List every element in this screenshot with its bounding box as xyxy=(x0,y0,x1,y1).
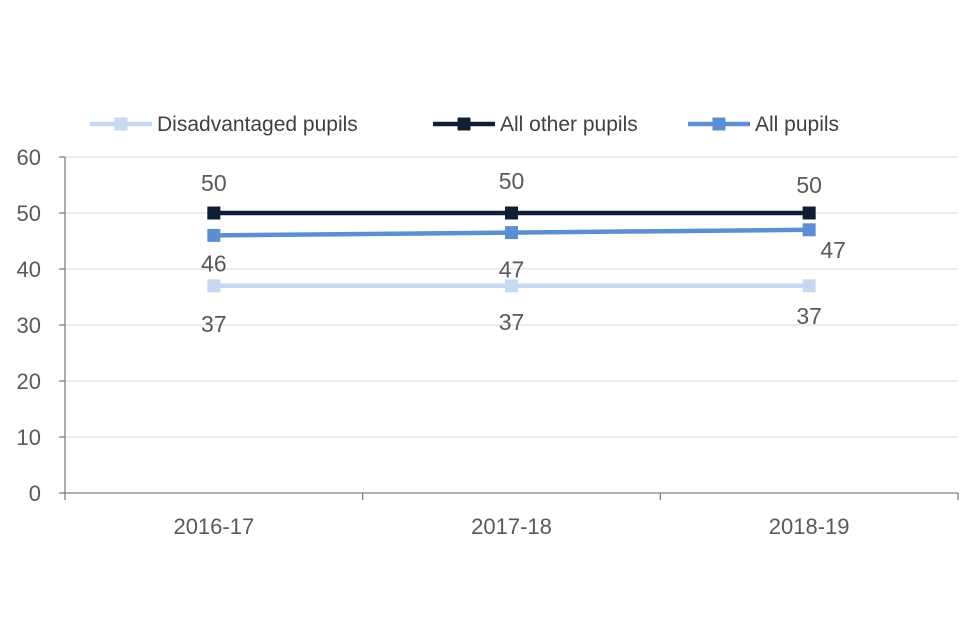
y-tick-label-50: 50 xyxy=(17,201,41,226)
marker-disadvantaged-pupils-2016-17 xyxy=(207,279,221,293)
y-tick-label-20: 20 xyxy=(17,369,41,394)
data-label-all-other-pupils-2017-18: 50 xyxy=(499,168,525,194)
legend-swatch-marker-all-other-pupils xyxy=(457,117,471,131)
data-label-all-other-pupils-2018-19: 50 xyxy=(796,172,822,198)
marker-all-other-pupils-2018-19 xyxy=(802,206,816,220)
legend-label-all-other-pupils: All other pupils xyxy=(500,113,638,136)
y-tick-label-60: 60 xyxy=(17,145,41,170)
x-tick-label-2018-19: 2018-19 xyxy=(769,514,850,539)
data-labels: 37 37 37 50 50 50 46 47 47 xyxy=(201,168,846,337)
data-label-all-other-pupils-2016-17: 50 xyxy=(201,170,227,196)
data-label-disadvantaged-pupils-2018-19: 37 xyxy=(796,303,822,329)
legend-label-all-pupils: All pupils xyxy=(755,113,839,136)
legend-item-all-pupils: All pupils xyxy=(688,113,839,136)
data-label-disadvantaged-pupils-2016-17: 37 xyxy=(201,311,227,337)
legend: Disadvantaged pupils All other pupils All … xyxy=(90,113,839,136)
y-tick-label-40: 40 xyxy=(17,257,41,282)
legend-item-disadvantaged-pupils: Disadvantaged pupils xyxy=(90,113,358,136)
data-label-all-pupils-2018-19: 47 xyxy=(820,237,846,263)
legend-swatch-marker-all-pupils xyxy=(712,117,726,131)
marker-all-other-pupils-2016-17 xyxy=(207,206,221,220)
series-lines xyxy=(207,206,816,293)
x-tick-label-2017-18: 2017-18 xyxy=(471,514,552,539)
marker-disadvantaged-pupils-2018-19 xyxy=(802,279,816,293)
y-tick-label-30: 30 xyxy=(17,313,41,338)
marker-all-other-pupils-2017-18 xyxy=(505,206,518,220)
x-tick-label-2016-17: 2016-17 xyxy=(173,514,254,539)
gridlines xyxy=(65,156,958,438)
data-label-all-pupils-2016-17: 46 xyxy=(201,250,227,276)
data-label-all-pupils-2017-18: 47 xyxy=(499,257,525,283)
y-tick-label-0: 0 xyxy=(29,481,41,506)
legend-item-all-other-pupils: All other pupils xyxy=(433,113,638,136)
marker-all-pupils-2017-18 xyxy=(505,226,518,240)
y-tick-label-10: 10 xyxy=(17,425,41,450)
legend-label-disadvantaged-pupils: Disadvantaged pupils xyxy=(157,113,358,136)
data-label-disadvantaged-pupils-2017-18: 37 xyxy=(499,309,525,335)
legend-swatch-marker-disadvantaged-pupils xyxy=(114,117,128,131)
axes: 0 10 20 30 40 50 60 2016-17 2017-18 2018-19 xyxy=(17,145,959,539)
marker-disadvantaged-pupils-2017-18 xyxy=(505,279,518,293)
marker-all-pupils-2018-19 xyxy=(802,223,816,237)
marker-all-pupils-2016-17 xyxy=(207,228,221,242)
